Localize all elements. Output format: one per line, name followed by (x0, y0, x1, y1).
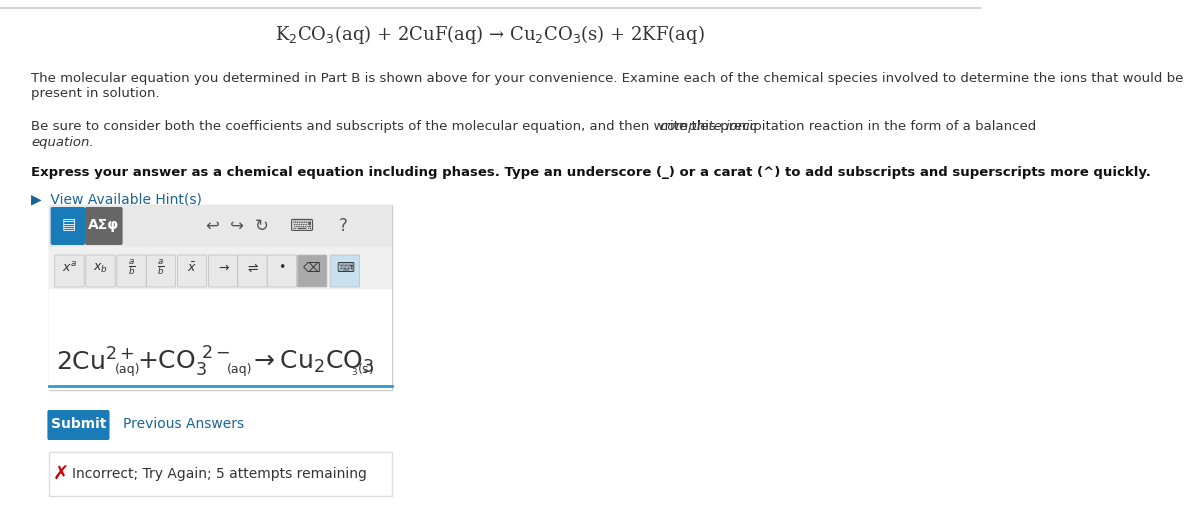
Text: equation.: equation. (31, 136, 94, 149)
Text: ?: ? (338, 217, 348, 235)
Text: ⌨: ⌨ (290, 217, 314, 235)
Text: •: • (278, 262, 286, 275)
Text: complete ionic: complete ionic (660, 120, 757, 133)
Text: $_{3}$(s): $_{3}$(s) (352, 362, 374, 378)
Text: $\bar{x}$: $\bar{x}$ (187, 261, 197, 275)
Text: →: → (218, 262, 228, 275)
Text: Submit: Submit (50, 417, 106, 431)
Text: ↩: ↩ (205, 217, 220, 235)
Text: (aq): (aq) (227, 363, 253, 376)
Text: The molecular equation you determined in Part B is shown above for your convenie: The molecular equation you determined in… (31, 72, 1183, 100)
FancyBboxPatch shape (146, 255, 175, 287)
Bar (49, 289, 392, 390)
Text: $\frac{a}{b}$: $\frac{a}{b}$ (157, 258, 164, 278)
FancyBboxPatch shape (49, 452, 392, 496)
Text: ✗: ✗ (53, 465, 68, 483)
FancyBboxPatch shape (50, 207, 85, 245)
Text: $\rightarrow\mathrm{Cu}_2\mathrm{CO}_3$: $\rightarrow\mathrm{Cu}_2\mathrm{CO}_3$ (250, 349, 374, 375)
Text: $+ \mathrm{CO}_3^{\ 2-}$: $+ \mathrm{CO}_3^{\ 2-}$ (137, 345, 230, 379)
FancyBboxPatch shape (116, 255, 146, 287)
Text: Previous Answers: Previous Answers (122, 417, 244, 431)
Text: Be sure to consider both the coefficients and subscripts of the molecular equati: Be sure to consider both the coefficient… (31, 120, 1040, 133)
FancyBboxPatch shape (85, 207, 122, 245)
Text: ↪: ↪ (230, 217, 244, 235)
FancyBboxPatch shape (47, 410, 109, 440)
Text: ↻: ↻ (254, 217, 269, 235)
Bar (49, 205, 392, 247)
FancyBboxPatch shape (55, 255, 84, 287)
Text: ⇌: ⇌ (247, 262, 258, 275)
FancyBboxPatch shape (178, 255, 206, 287)
Text: $x_b$: $x_b$ (94, 262, 108, 275)
Bar (49, 247, 392, 289)
Text: ⌨: ⌨ (336, 262, 354, 275)
Text: $2\mathrm{Cu}^{2+}$: $2\mathrm{Cu}^{2+}$ (55, 348, 134, 376)
Text: ⌫: ⌫ (304, 262, 320, 275)
Text: Incorrect; Try Again; 5 attempts remaining: Incorrect; Try Again; 5 attempts remaini… (72, 467, 367, 481)
FancyBboxPatch shape (298, 255, 326, 287)
FancyBboxPatch shape (209, 255, 238, 287)
FancyBboxPatch shape (330, 255, 360, 287)
FancyBboxPatch shape (86, 255, 115, 287)
Text: $x^a$: $x^a$ (62, 261, 77, 275)
FancyBboxPatch shape (49, 205, 392, 390)
Text: Express your answer as a chemical equation including phases. Type an underscore : Express your answer as a chemical equati… (31, 166, 1151, 179)
Text: ▤: ▤ (61, 218, 76, 232)
Text: AΣφ: AΣφ (89, 218, 119, 232)
Text: ▶  View Available Hint(s): ▶ View Available Hint(s) (31, 192, 202, 206)
Text: (aq): (aq) (114, 363, 140, 376)
FancyBboxPatch shape (238, 255, 268, 287)
FancyBboxPatch shape (268, 255, 296, 287)
Text: K$_2$CO$_3$(aq) + 2CuF(aq) → Cu$_2$CO$_3$(s) + 2KF(aq): K$_2$CO$_3$(aq) + 2CuF(aq) → Cu$_2$CO$_3… (276, 23, 706, 46)
Text: $\frac{a}{b}$: $\frac{a}{b}$ (127, 258, 136, 278)
